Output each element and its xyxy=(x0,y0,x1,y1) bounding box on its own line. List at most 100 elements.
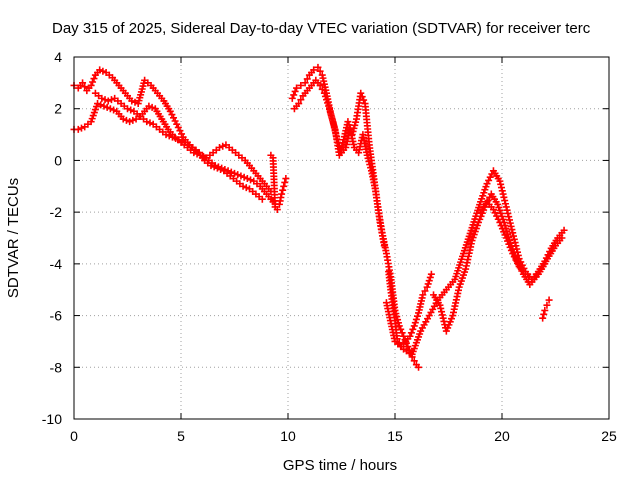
data-point xyxy=(380,242,388,250)
data-point xyxy=(415,363,423,371)
data-point xyxy=(541,260,549,268)
data-point xyxy=(148,103,156,111)
data-point xyxy=(79,79,87,87)
data-point xyxy=(409,325,417,333)
data-point xyxy=(175,136,183,144)
grid-lines xyxy=(74,57,609,419)
data-point xyxy=(207,162,215,170)
data-point xyxy=(131,98,139,106)
data-point xyxy=(288,94,296,102)
data-point xyxy=(504,209,512,217)
data-point xyxy=(545,296,553,304)
data-point xyxy=(178,137,186,145)
data-point xyxy=(297,96,305,104)
data-point xyxy=(237,172,245,180)
x-axis-label: GPS time / hours xyxy=(283,457,397,474)
data-point xyxy=(231,169,238,177)
data-point xyxy=(323,96,331,104)
data-point xyxy=(90,75,98,83)
data-point xyxy=(344,118,352,126)
data-point xyxy=(219,142,227,150)
chart-title: Day 315 of 2025, Sidereal Day-to-day VTE… xyxy=(52,20,591,37)
data-point xyxy=(77,124,85,132)
data-point xyxy=(273,206,281,214)
data-points xyxy=(70,63,568,371)
data-point xyxy=(425,277,433,285)
data-point xyxy=(499,190,507,198)
data-point xyxy=(143,118,151,126)
data-point xyxy=(81,83,89,91)
data-point xyxy=(410,357,418,365)
data-point xyxy=(239,182,247,190)
data-point xyxy=(98,94,106,102)
x-tick-label: 25 xyxy=(601,428,617,444)
data-point xyxy=(360,96,368,104)
data-point xyxy=(278,190,286,198)
data-point xyxy=(324,99,332,107)
data-point xyxy=(498,187,506,195)
data-point xyxy=(437,304,445,312)
data-point xyxy=(146,119,154,127)
data-point xyxy=(419,291,427,299)
data-point xyxy=(193,150,201,158)
data-point xyxy=(172,134,180,142)
data-point xyxy=(101,96,109,104)
data-point xyxy=(240,173,248,181)
data-point xyxy=(162,131,170,139)
data-point xyxy=(412,315,420,323)
x-tick-label: 0 xyxy=(70,428,78,444)
data-point xyxy=(258,195,266,203)
data-point xyxy=(505,213,513,221)
data-point xyxy=(110,106,118,114)
data-point xyxy=(543,301,551,309)
data-point xyxy=(423,283,431,291)
data-point xyxy=(410,322,418,330)
data-point xyxy=(279,186,287,194)
data-point xyxy=(124,105,131,113)
data-point xyxy=(119,115,127,123)
x-tick-label: 10 xyxy=(280,428,296,444)
y-tick-label: 4 xyxy=(54,49,62,65)
data-point xyxy=(413,312,421,320)
data-point xyxy=(94,100,102,108)
data-point xyxy=(316,67,324,75)
data-point xyxy=(293,84,301,92)
data-point xyxy=(406,332,414,340)
data-point xyxy=(540,310,548,318)
data-point xyxy=(497,184,505,192)
data-point xyxy=(74,125,82,133)
x-tick-label: 20 xyxy=(494,428,510,444)
data-point xyxy=(316,81,324,89)
data-point xyxy=(427,270,435,278)
data-point xyxy=(303,75,311,83)
data-point xyxy=(145,102,153,110)
data-point xyxy=(199,153,207,161)
data-point xyxy=(227,168,235,176)
data-point xyxy=(168,133,176,141)
data-point xyxy=(314,63,322,71)
data-point xyxy=(438,311,446,319)
data-point xyxy=(129,116,137,124)
data-point xyxy=(505,216,513,224)
series-trace-8 xyxy=(382,167,568,358)
data-point xyxy=(407,329,415,337)
data-point xyxy=(127,106,135,114)
data-point xyxy=(395,322,403,330)
data-point xyxy=(126,118,134,126)
data-point xyxy=(122,116,130,124)
series-trace-5 xyxy=(288,63,423,371)
y-axis-label: SDTVAR / TECUs xyxy=(5,178,22,298)
y-tick-label: 2 xyxy=(54,101,62,117)
data-point xyxy=(280,182,288,190)
y-tick-label: 0 xyxy=(54,152,62,168)
data-point xyxy=(439,314,447,322)
data-point xyxy=(500,193,508,201)
data-point xyxy=(295,100,303,108)
data-point xyxy=(510,232,518,240)
data-point xyxy=(501,197,509,205)
series-trace-4 xyxy=(267,151,290,214)
data-point xyxy=(333,136,341,144)
series-trace-10 xyxy=(477,198,549,283)
series-trace-6 xyxy=(290,76,388,250)
